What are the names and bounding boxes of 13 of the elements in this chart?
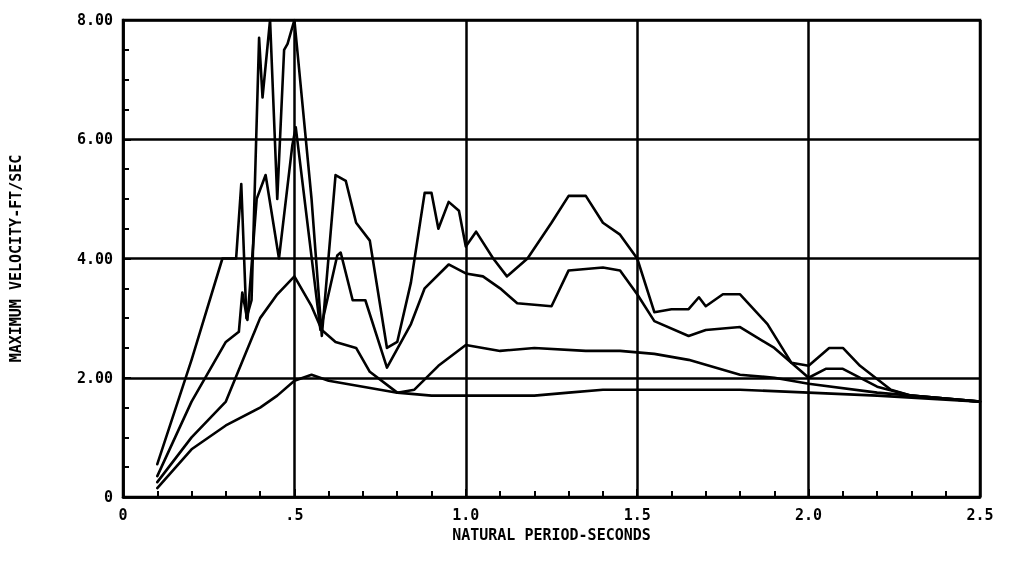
x-tick-label: 1.0 bbox=[452, 505, 480, 524]
x-tick-label: 2.5 bbox=[966, 505, 994, 524]
x-tick-label: 0 bbox=[118, 505, 128, 524]
x-tick-label: .5 bbox=[285, 505, 304, 524]
x-tick-label: 2.0 bbox=[795, 505, 823, 524]
x-tick-label: 1.5 bbox=[623, 505, 651, 524]
x-axis-title: NATURAL PERIOD-SECONDS bbox=[452, 525, 651, 544]
y-tick-label: 0 bbox=[103, 488, 113, 506]
y-tick-label: 8.00 bbox=[76, 11, 113, 29]
y-tick-label: 4.00 bbox=[76, 249, 113, 268]
y-axis-title: MAXIMUM VELOCITY-FT/SEC bbox=[6, 154, 25, 363]
y-tick-label: 6.00 bbox=[76, 130, 113, 149]
y-tick-label: 2.00 bbox=[76, 368, 113, 387]
